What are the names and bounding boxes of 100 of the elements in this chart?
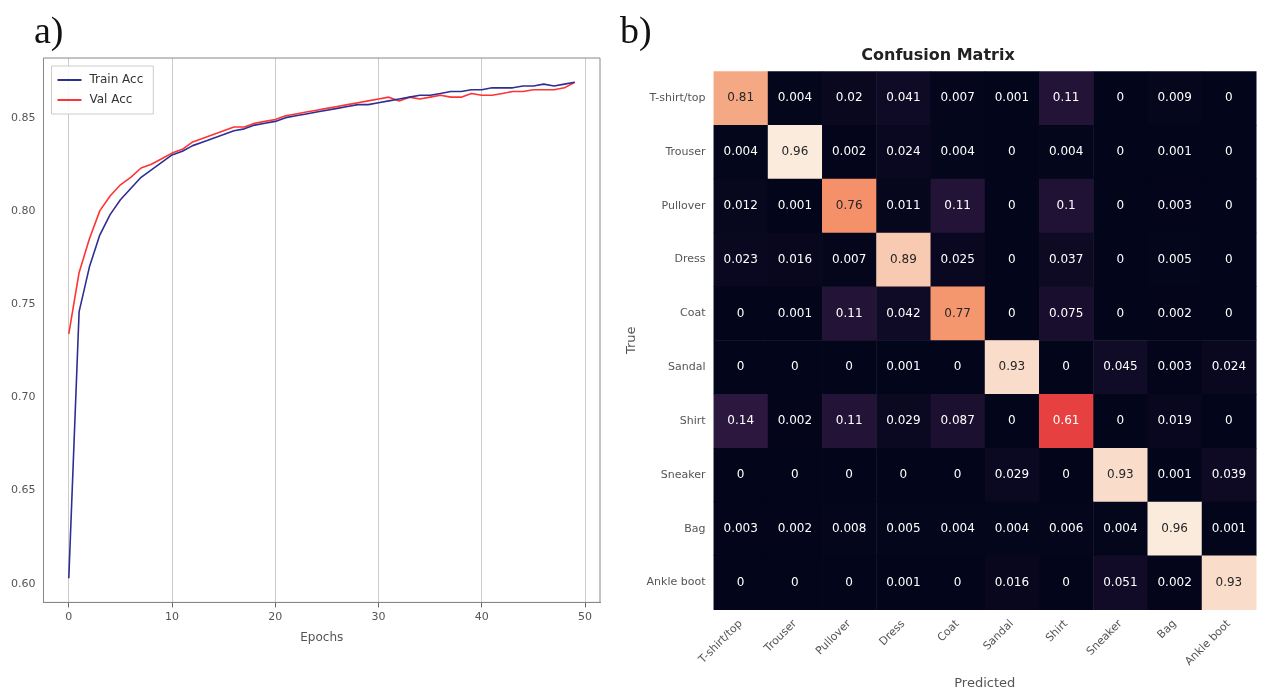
data-label: 0.61 [1052,413,1080,428]
data-label: 0.002 [1157,305,1192,320]
data-label: 0.023 [723,251,758,266]
y-tick-label: Trouser [664,144,707,158]
x-tick-label: 40 [474,609,489,623]
data-label: 0.042 [886,305,921,320]
y-tick-label: 0.65 [10,483,36,497]
data-label: 0.006 [1048,520,1084,535]
data-label: 0.96 [781,144,809,159]
data-label: 0 [1008,413,1016,428]
data-label: 0 [1116,144,1125,159]
data-label: 0 [1116,413,1125,428]
y-tick-label: Coat [680,306,707,320]
legend-label: Val Acc [89,92,133,107]
data-label: 0.024 [886,144,921,159]
y-tick-label: 0.85 [10,110,36,124]
data-label: 0.003 [1157,359,1192,374]
y-tick-label: Sandal [668,360,706,374]
data-label: 0.89 [890,251,917,266]
data-label: 0 [1062,359,1070,374]
chart-title: a) [34,8,64,52]
data-label: 0.11 [835,413,863,428]
data-label: 0 [1116,251,1125,266]
data-label: 0 [791,359,799,374]
data-label: 0 [1225,305,1233,320]
data-label: 0 [791,574,799,589]
data-label: 0.012 [723,197,758,212]
data-label: 0.025 [940,251,975,266]
x-tick-label: 10 [165,609,180,623]
data-label: 0 [953,466,962,481]
data-label: 0.016 [994,574,1030,589]
data-label: 0.1 [1056,197,1076,212]
data-label: 0.81 [727,90,755,105]
data-label: 0.029 [994,466,1030,481]
data-label: 0.001 [777,197,813,212]
y-tick-label: Pullover [661,198,707,212]
data-label: 0.051 [1103,574,1138,589]
data-label: 0 [1008,144,1016,159]
data-label: 0 [845,466,853,481]
y-tick-label: Sneaker [660,467,707,481]
data-label: 0.007 [831,251,867,266]
data-label: 0 [1225,413,1233,428]
chart-title: Confusion Matrix [861,44,1016,64]
x-tick-label: 30 [371,609,386,623]
data-label: 0.005 [1157,251,1192,266]
data-label: 0 [736,305,745,320]
data-label: 0 [736,359,745,374]
data-label: 0.007 [940,90,975,105]
data-label: 0.011 [886,197,921,212]
data-label: 0 [1225,251,1233,266]
y-tick-label: 0.60 [10,576,36,590]
data-label: 0.11 [944,197,972,212]
data-label: 0.002 [831,144,867,159]
data-label: 0 [1116,90,1125,105]
data-label: 0.004 [994,520,1030,535]
data-label: 0.77 [944,305,972,320]
data-label: 0 [1008,251,1016,266]
text: b) [620,8,652,52]
data-label: 0.004 [777,90,813,105]
data-label: 0 [845,359,853,374]
data-label: 0.024 [1211,359,1247,374]
x-tick-label: Bag [1154,617,1179,642]
data-label: 0.005 [886,520,921,535]
data-label: 0.76 [835,197,863,212]
data-label: 0.002 [777,413,813,428]
y-tick-label: Shirt [679,413,707,427]
data-label: 0.001 [1211,520,1247,535]
data-label: 0.11 [835,305,863,320]
data-label: 0.001 [1157,144,1192,159]
legend-label: Train Acc [88,72,144,87]
data-label: 0.001 [886,574,921,589]
data-label: 0 [1062,466,1070,481]
x-tick-label: 0 [65,609,73,623]
data-label: 0.045 [1103,359,1138,374]
data-label: 0.001 [1157,466,1192,481]
data-label: 0.041 [886,90,921,105]
x-axis-title: Predicted [954,674,1016,690]
data-label: 0.075 [1048,305,1084,320]
data-label: 0.019 [1157,413,1192,428]
data-label: 0.02 [835,90,863,105]
data-label: 0.087 [940,413,975,428]
data-label: 0 [953,574,962,589]
data-label: 0 [791,466,799,481]
data-label: 0.001 [886,359,921,374]
data-label: 0.004 [723,144,758,159]
data-label: 0 [736,574,745,589]
x-tick-label: 20 [268,609,283,623]
data-label: 0 [1225,90,1233,105]
y-tick-label: Bag [684,521,706,535]
data-label: 0.002 [1157,574,1192,589]
x-tick-label: 50 [578,609,593,623]
y-tick-label: T-shirt/top [648,90,706,104]
y-tick-label: 0.70 [10,390,36,404]
data-label: 0.004 [1103,520,1138,535]
data-label: 0 [1225,144,1233,159]
y-tick-label: 0.80 [10,203,36,217]
data-label: 0.008 [831,520,867,535]
data-label: 0.93 [1215,574,1243,589]
data-label: 0.004 [940,144,975,159]
data-label: 0.11 [1052,90,1080,105]
